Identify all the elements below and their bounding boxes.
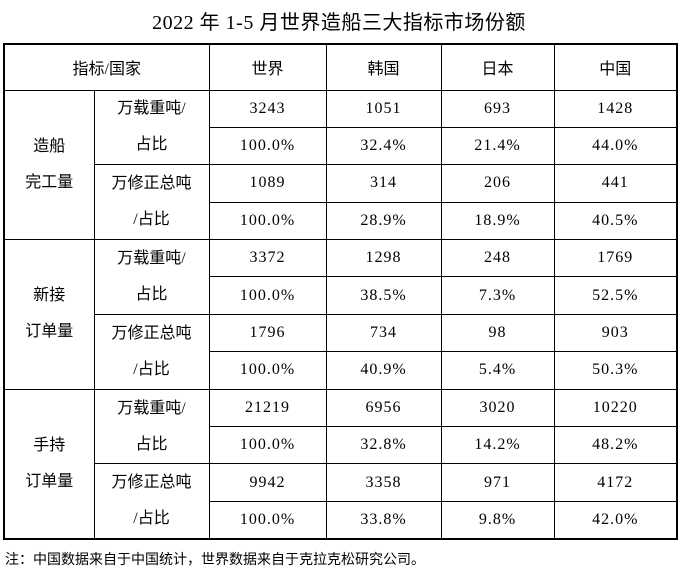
value-cell: 1428 [553,89,678,128]
value-cell: 206 [440,164,555,203]
table-row: 100.0% 28.9% 18.9% 40.5% [4,201,678,241]
share-cell: 48.2% [553,426,678,465]
share-cell: 28.9% [325,201,442,241]
category-cell-new-orders: 新接 订单量 [3,239,95,390]
table-row: 万修正总吨 /占比 1796 734 98 903 [4,313,678,390]
value-cell: 4172 [553,463,678,502]
share-cell: 18.9% [440,201,555,241]
value-cell: 1298 [325,239,442,278]
table-row: 造船 完工量 万载重吨/ 占比 3243 1051 693 1428 [3,89,678,241]
category-cell-completions: 造船 完工量 [3,89,95,241]
shipbuilding-indicators-table: 指标/国家 世界 韩国 日本 中国 造船 完工量 万载重吨/ 占比 3243 1… [3,43,678,540]
category-cell-orderbook: 手持 订单量 [3,388,95,540]
value-cell: 734 [325,313,442,353]
value-cell: 314 [325,164,442,203]
share-cell: 5.4% [440,351,555,390]
header-japan-cell: 日本 [440,43,555,91]
value-cell: 1769 [553,239,678,278]
share-cell: 50.3% [553,351,678,390]
value-cell: 903 [553,313,678,353]
share-cell: 100.0% [208,500,327,540]
table-row: 万修正总吨 /占比 9942 3358 971 4172 [4,463,678,540]
header-china-cell: 中国 [553,43,678,91]
share-cell: 9.8% [440,500,555,540]
table-header-row: 指标/国家 世界 韩国 日本 中国 [3,43,678,91]
metric-label-cell: 万载重吨/ 占比 [93,239,210,315]
value-cell: 3020 [440,388,555,428]
share-cell: 40.9% [325,351,442,390]
table-row: 100.0% 33.8% 9.8% 42.0% [4,500,678,540]
table-row: 100.0% 40.9% 5.4% 50.3% [4,351,678,390]
metric-label-cell: 万载重吨/ 占比 [93,388,210,465]
metric-label-cell: 万修正总吨 /占比 [93,313,210,390]
table-row: 100.0% 32.4% 21.4% 44.0% [4,126,678,166]
share-cell: 100.0% [208,201,327,241]
value-cell: 3372 [208,239,327,278]
share-cell: 32.8% [325,426,442,465]
share-cell: 7.3% [440,276,555,315]
value-cell: 971 [440,463,555,502]
share-cell: 100.0% [208,351,327,390]
table-row: 100.0% 32.8% 14.2% 48.2% [4,426,678,465]
header-indicator-country-cell: 指标/国家 [3,43,210,91]
share-cell: 100.0% [208,426,327,465]
share-cell: 14.2% [440,426,555,465]
value-cell: 248 [440,239,555,278]
footnote: 注：中国数据来自于中国统计，世界数据来自于克拉克松研究公司。 [5,552,425,568]
share-cell: 38.5% [325,276,442,315]
share-cell: 100.0% [208,126,327,166]
value-cell: 441 [553,164,678,203]
table-row: 100.0% 38.5% 7.3% 52.5% [4,276,678,315]
value-cell: 9942 [208,463,327,502]
header-korea-cell: 韩国 [325,43,442,91]
share-cell: 32.4% [325,126,442,166]
value-cell: 3243 [208,89,327,128]
value-cell: 6956 [325,388,442,428]
value-cell: 693 [440,89,555,128]
share-cell: 33.8% [325,500,442,540]
share-cell: 40.5% [553,201,678,241]
value-cell: 1796 [208,313,327,353]
share-cell: 52.5% [553,276,678,315]
metric-label-cell: 万载重吨/ 占比 [93,89,210,166]
value-cell: 10220 [553,388,678,428]
share-cell: 21.4% [440,126,555,166]
table-row: 手持 订单量 万载重吨/ 占比 21219 6956 3020 10220 [3,388,678,540]
share-cell: 42.0% [553,500,678,540]
value-cell: 3358 [325,463,442,502]
metric-label-cell: 万修正总吨 /占比 [93,164,210,241]
page-title: 2022 年 1-5 月世界造船三大指标市场份额 [152,12,526,34]
share-cell: 100.0% [208,276,327,315]
table-row: 万修正总吨 /占比 1089 314 206 441 [4,164,678,241]
value-cell: 1051 [325,89,442,128]
header-world-cell: 世界 [208,43,327,91]
value-cell: 1089 [208,164,327,203]
value-cell: 98 [440,313,555,353]
share-cell: 44.0% [553,126,678,166]
table-row: 新接 订单量 万载重吨/ 占比 3372 1298 248 1769 [3,239,678,390]
metric-label-cell: 万修正总吨 /占比 [93,463,210,540]
value-cell: 21219 [208,388,327,428]
